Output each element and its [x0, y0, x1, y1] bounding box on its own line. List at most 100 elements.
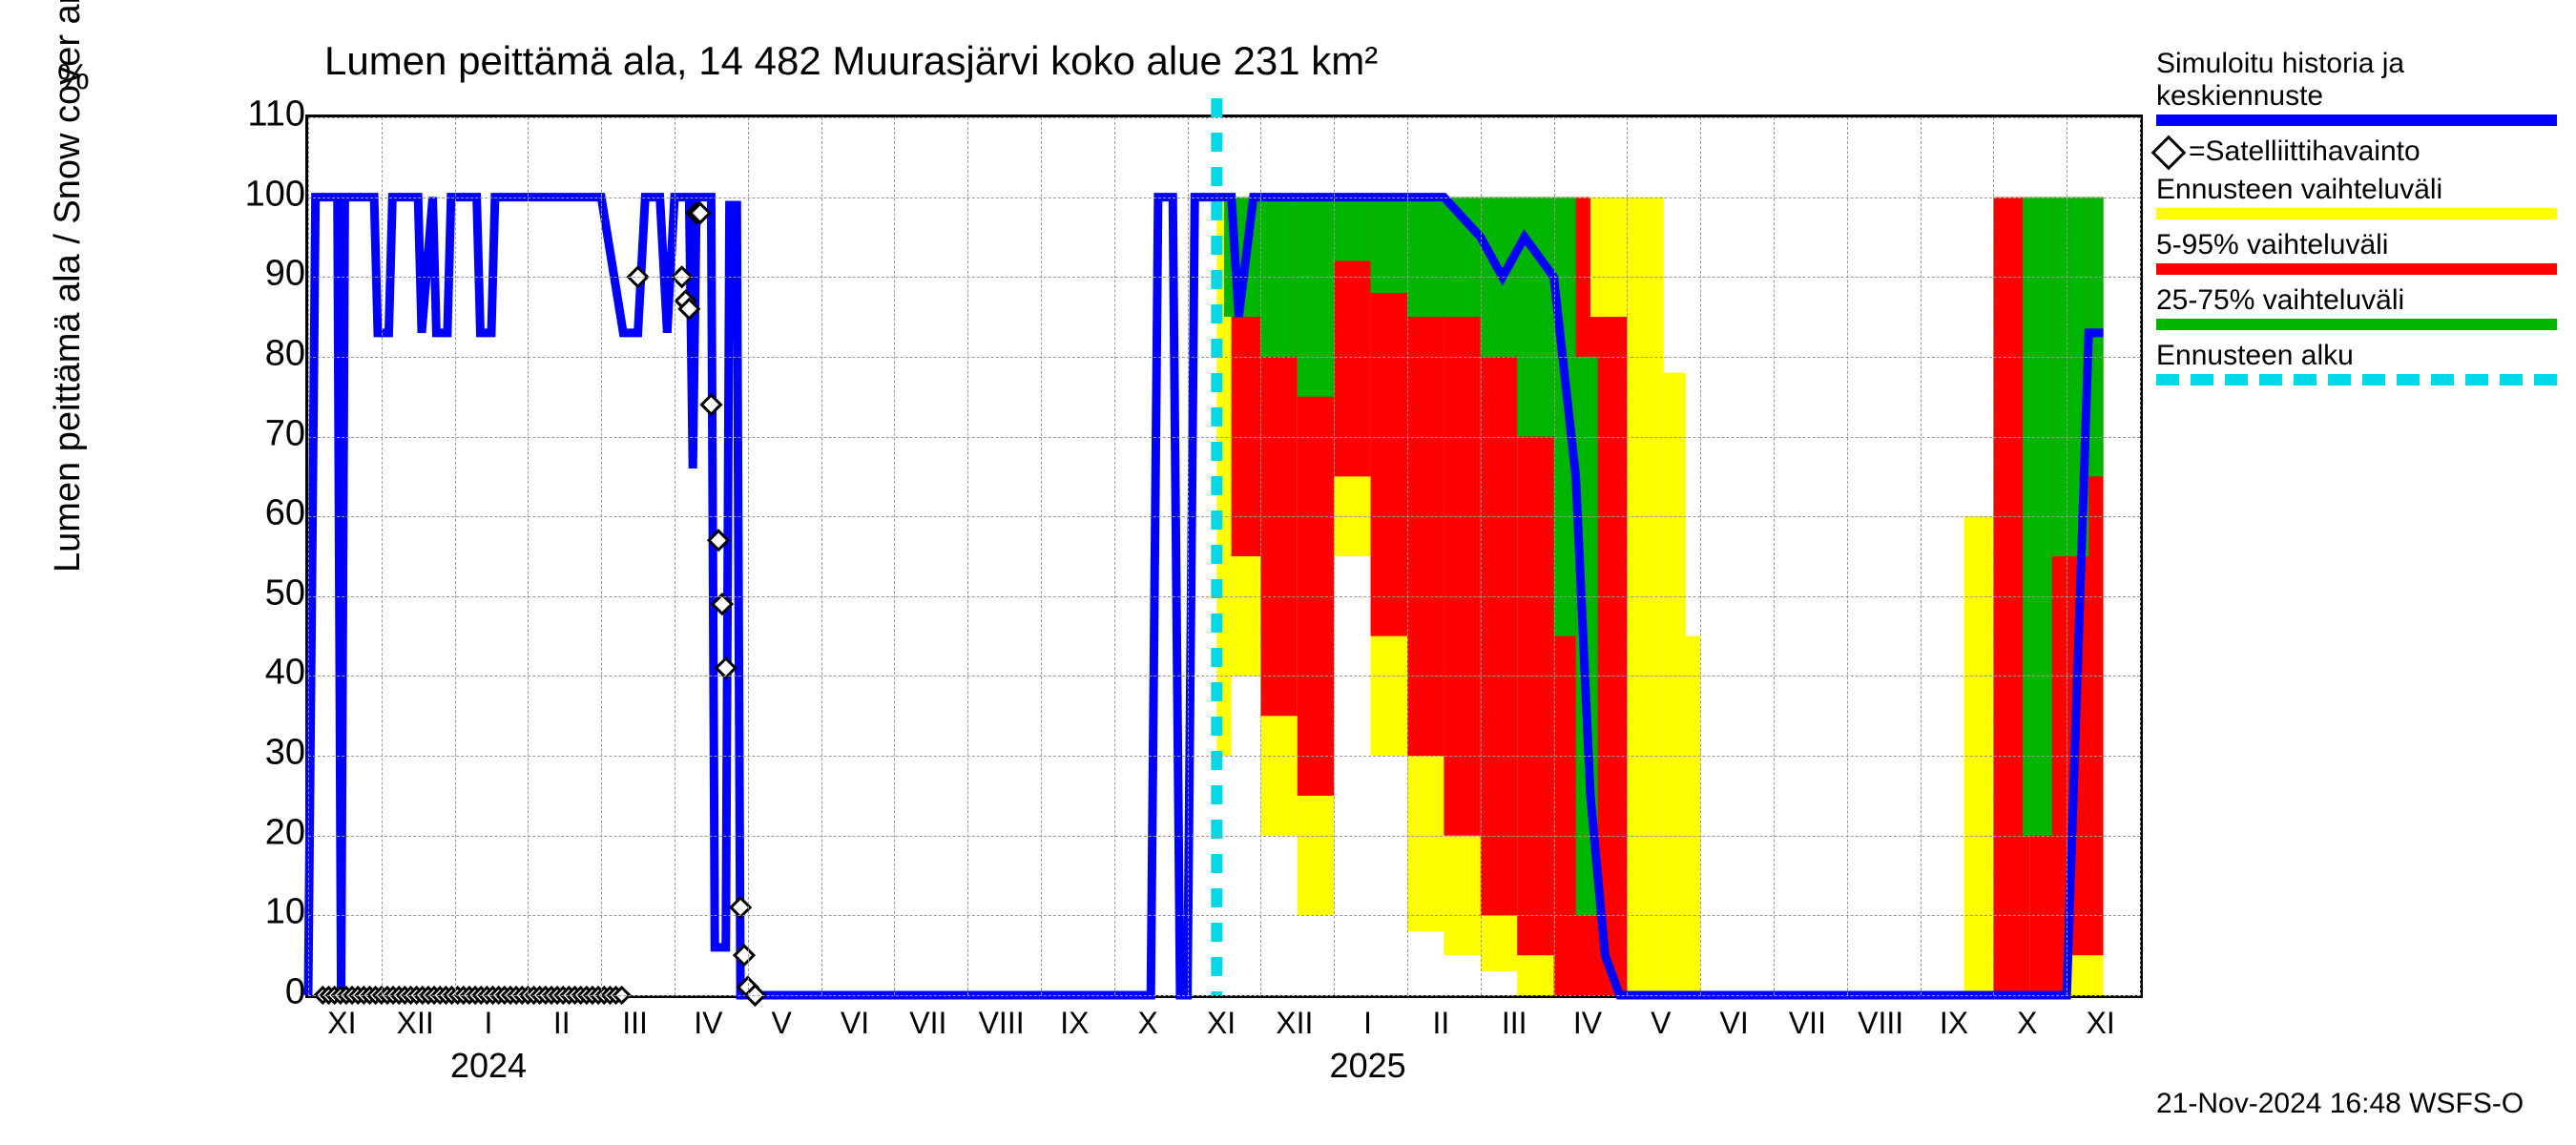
gridline-h [308, 676, 2140, 677]
xtick-label: VIII [1858, 1006, 1903, 1041]
ytick-label: 110 [229, 94, 305, 135]
gridline-v [821, 117, 822, 995]
legend-5-95-label: 5-95% vaihteluväli [2156, 229, 2566, 261]
sat-obs-marker [717, 658, 736, 677]
gridline-h [308, 756, 2140, 757]
xtick-label: IX [1940, 1006, 1968, 1041]
xtick-label: V [1651, 1006, 1671, 1041]
xtick-label: VII [909, 1006, 946, 1041]
xtick-label: II [553, 1006, 571, 1041]
band-green [1407, 198, 1444, 317]
gridline-v [601, 117, 602, 995]
gridline-v [894, 117, 895, 995]
xtick-label: XI [327, 1006, 356, 1041]
gridline-v [1554, 117, 1555, 995]
legend: Simuloitu historia ja keskiennuste =Sate… [2156, 48, 2566, 395]
ytick-label: 20 [229, 812, 305, 853]
legend-25-75-label: 25-75% vaihteluväli [2156, 284, 2566, 317]
band-green [1371, 198, 1407, 293]
xtick-label: VII [1789, 1006, 1826, 1041]
gridline-v [382, 117, 383, 995]
plot-area [305, 114, 2143, 998]
y-axis-label: Lumen peittämä ala / Snow cover area [48, 0, 89, 572]
legend-range: Ennusteen vaihteluväli [2156, 174, 2566, 219]
xtick-label: XII [397, 1006, 434, 1041]
xtick-label: IV [694, 1006, 722, 1041]
gridline-h [308, 836, 2140, 837]
xtick-label: IV [1573, 1006, 1602, 1041]
ytick-label: 70 [229, 413, 305, 454]
xtick-label: XI [2086, 1006, 2114, 1041]
xtick-label: I [485, 1006, 493, 1041]
gridline-h [308, 117, 2140, 118]
gridline-v [1627, 117, 1628, 995]
gridline-h [308, 995, 2140, 996]
xtick-label: IX [1060, 1006, 1089, 1041]
gridline-v [1188, 117, 1189, 995]
gridline-h [308, 915, 2140, 916]
gridline-v [1700, 117, 1701, 995]
xtick-label: III [622, 1006, 648, 1041]
gridline-v [1407, 117, 1408, 995]
xtick-label: VI [1719, 1006, 1748, 1041]
ytick-label: 80 [229, 333, 305, 374]
footer-timestamp: 21-Nov-2024 16:48 WSFS-O [2156, 1088, 2524, 1120]
band-yellow [1664, 373, 1686, 995]
gridline-h [308, 357, 2140, 358]
xtick-label: X [2017, 1006, 2037, 1041]
legend-25-75-swatch [2156, 319, 2557, 330]
legend-sat-label: =Satelliittihavainto [2189, 135, 2420, 167]
legend-start-label: Ennusteen alku [2156, 340, 2566, 372]
band-yellow [1686, 636, 1700, 995]
gridline-h [308, 277, 2140, 278]
legend-5-95-swatch [2156, 263, 2557, 275]
xtick-label: X [1138, 1006, 1158, 1041]
gridline-v [1847, 117, 1848, 995]
xtick-label: XI [1207, 1006, 1236, 1041]
ytick-label: 100 [229, 174, 305, 215]
gridline-h [308, 596, 2140, 597]
series-svg [308, 117, 2140, 995]
gridline-v [455, 117, 456, 995]
gridline-v [1041, 117, 1042, 995]
gridline-v [1993, 117, 1994, 995]
ytick-label: 40 [229, 653, 305, 694]
gridline-v [1114, 117, 1115, 995]
gridline-v [1334, 117, 1335, 995]
xtick-label: I [1363, 1006, 1372, 1041]
gridline-v [528, 117, 529, 995]
ytick-label: 0 [229, 972, 305, 1013]
ytick-label: 30 [229, 733, 305, 774]
ytick-label: 10 [229, 892, 305, 933]
xtick-label: III [1502, 1006, 1527, 1041]
legend-sim-swatch [2156, 114, 2557, 126]
gridline-v [967, 117, 968, 995]
ytick-label: 50 [229, 572, 305, 614]
ytick-label: 90 [229, 254, 305, 295]
xtick-year-label: 2024 [450, 1046, 527, 1086]
gridline-v [2140, 117, 2141, 995]
xtick-label: VIII [979, 1006, 1025, 1041]
gridline-h [308, 516, 2140, 517]
gridline-v [1260, 117, 1261, 995]
chart-container: Lumen peittämä ala, 14 482 Muurasjärvi k… [0, 0, 2576, 1145]
gridline-v [308, 117, 309, 995]
legend-5-95: 5-95% vaihteluväli [2156, 229, 2566, 275]
xtick-year-label: 2025 [1330, 1046, 1406, 1086]
legend-sim: Simuloitu historia ja keskiennuste [2156, 48, 2566, 126]
xtick-label: V [772, 1006, 792, 1041]
gridline-v [748, 117, 749, 995]
band-green [1298, 198, 1334, 397]
chart-title: Lumen peittämä ala, 14 482 Muurasjärvi k… [324, 38, 1378, 84]
gridline-v [1481, 117, 1482, 995]
xtick-label: II [1433, 1006, 1450, 1041]
legend-25-75: 25-75% vaihteluväli [2156, 284, 2566, 330]
xtick-label: VI [841, 1006, 869, 1041]
legend-start: Ennusteen alku [2156, 340, 2566, 385]
gridline-v [1921, 117, 1922, 995]
gridline-h [308, 437, 2140, 438]
legend-range-label: Ennusteen vaihteluväli [2156, 174, 2566, 206]
legend-start-swatch [2156, 374, 2557, 385]
band-green [1334, 198, 1370, 261]
ytick-label: 60 [229, 493, 305, 534]
